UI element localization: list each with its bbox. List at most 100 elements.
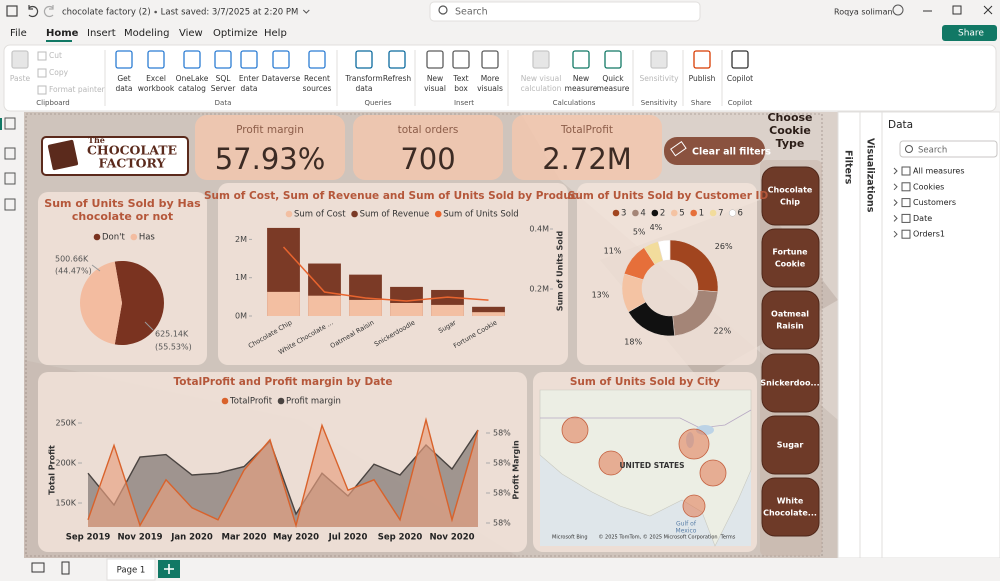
expand-chevron[interactable] (893, 167, 898, 175)
menu-tab[interactable]: Insert (87, 28, 116, 39)
ribbon-item-label[interactable]: sources (303, 84, 332, 93)
ribbon-item-label[interactable]: catalog (178, 84, 206, 93)
slicer-item[interactable] (761, 353, 820, 413)
ribbon-icon[interactable] (308, 50, 326, 69)
ribbon-icon[interactable] (272, 50, 290, 69)
slicer-item-label[interactable]: Raisin (776, 322, 804, 331)
view-icon[interactable] (4, 117, 16, 130)
clear-filters-label[interactable]: Clear all filters (692, 147, 771, 158)
slicer-item-label[interactable]: Oatmeal (771, 310, 809, 319)
ribbon-item-label[interactable]: measure (597, 84, 630, 93)
map-bubble[interactable] (678, 428, 710, 460)
expand-chevron[interactable] (893, 183, 898, 191)
slicer-item-label[interactable]: Cookie (775, 260, 806, 269)
ribbon-icon[interactable] (604, 50, 622, 69)
ribbon-icon[interactable] (115, 50, 133, 69)
ribbon-icon[interactable] (481, 50, 499, 69)
slicer-item-label[interactable]: Chocolate... (763, 509, 817, 518)
view-icon[interactable] (4, 147, 16, 160)
menu-tab[interactable]: View (179, 28, 203, 39)
ribbon-item-label[interactable]: OneLake (176, 74, 209, 83)
ribbon-small-icon[interactable] (37, 85, 47, 95)
slicer-item[interactable] (761, 166, 820, 226)
ribbon-item-label[interactable]: New visual (521, 74, 562, 83)
map-bubble[interactable] (699, 459, 727, 487)
ribbon-icon[interactable] (731, 50, 749, 69)
ribbon-item-label[interactable]: Paste (10, 74, 31, 83)
ribbon-item-label[interactable]: Text (452, 74, 468, 83)
ribbon-item-label[interactable]: Excel (146, 74, 166, 83)
ribbon-icon[interactable] (426, 50, 444, 69)
ribbon-icon[interactable] (572, 50, 590, 69)
ribbon-item-label[interactable]: Get (117, 74, 130, 83)
pane-label[interactable]: Visualizations (865, 138, 876, 213)
ribbon-item-label[interactable]: Enter (239, 74, 260, 83)
ribbon-item-label[interactable]: Quick (602, 74, 624, 83)
view-icon[interactable] (4, 198, 16, 211)
slicer-item-label[interactable]: Snickerdoo... (760, 379, 819, 388)
ribbon-item-label[interactable]: Publish (689, 74, 716, 83)
ribbon-icon[interactable] (147, 50, 165, 69)
clear-filters-button[interactable] (664, 137, 765, 165)
ribbon-item-label[interactable]: Server (211, 84, 237, 93)
ribbon-item-label[interactable]: calculation (521, 84, 562, 93)
slicer-item-label[interactable]: Chocolate (768, 186, 813, 195)
ribbon-item-label[interactable]: Copilot (727, 74, 753, 83)
desktop-view-icon[interactable] (31, 562, 45, 573)
menu-tab[interactable]: Optimize (213, 28, 258, 39)
ribbon-icon[interactable] (214, 50, 232, 69)
field-list-item[interactable]: Customers (913, 198, 956, 207)
ribbon-item-label[interactable]: Cut (49, 51, 62, 60)
expand-chevron[interactable] (893, 199, 898, 206)
slicer-item-label[interactable]: Chip (780, 198, 800, 207)
ribbon-item-label[interactable]: Recent (304, 74, 330, 83)
ribbon-item-label[interactable]: visuals (477, 84, 503, 93)
map-bubble[interactable] (598, 450, 624, 476)
ribbon-item-label[interactable]: SQL (216, 74, 232, 83)
ribbon-item-label[interactable]: Sensitivity (639, 74, 679, 83)
field-list-item[interactable]: Orders1 (913, 230, 945, 239)
slicer-item[interactable] (761, 415, 820, 475)
ribbon-item-label[interactable]: Refresh (383, 74, 412, 83)
expand-chevron[interactable] (893, 230, 898, 238)
ribbon-icon[interactable] (355, 50, 373, 69)
expand-chevron[interactable] (893, 215, 898, 222)
ribbon-icon[interactable] (532, 50, 550, 69)
field-list-item[interactable]: All measures (913, 167, 965, 176)
ribbon-item-label[interactable]: workbook (138, 84, 175, 93)
pane-label[interactable]: Filters (843, 150, 854, 185)
slicer-item[interactable] (761, 477, 820, 537)
ribbon-item-label[interactable]: data (241, 84, 258, 93)
mobile-view-icon[interactable] (61, 561, 70, 575)
field-list-item[interactable]: Cookies (913, 182, 944, 191)
ribbon-icon[interactable] (183, 50, 201, 69)
share-label[interactable]: Share (958, 29, 984, 39)
slicer-item-label[interactable]: Sugar (777, 441, 804, 450)
ribbon-item-label[interactable]: data (116, 84, 133, 93)
field-list-item[interactable]: Date (913, 214, 932, 223)
ribbon-item-label[interactable]: Transform (344, 74, 382, 83)
ribbon-item-label[interactable]: data (356, 84, 373, 93)
menu-tab[interactable]: File (10, 28, 27, 39)
ribbon-icon[interactable] (452, 50, 470, 69)
map-bubble[interactable] (682, 494, 706, 518)
ribbon-item-label[interactable]: New (573, 74, 589, 83)
ribbon-item-label[interactable]: Dataverse (262, 74, 301, 83)
slicer-item-label[interactable]: White (777, 497, 804, 506)
ribbon-icon[interactable] (693, 50, 711, 69)
ribbon-icon[interactable] (388, 50, 406, 69)
page-tab-label[interactable]: Page 1 (117, 566, 146, 576)
ribbon-small-icon[interactable] (37, 51, 47, 61)
ribbon-item-label[interactable]: box (454, 84, 468, 93)
slicer-item-label[interactable]: Fortune (772, 248, 808, 257)
slicer-item[interactable] (761, 228, 820, 288)
view-icon[interactable] (4, 172, 16, 185)
ribbon-item-label[interactable]: New (427, 74, 443, 83)
map-bubble[interactable] (561, 416, 589, 444)
ribbon-item-label[interactable]: Copy (49, 68, 69, 77)
menu-tab[interactable]: Help (264, 28, 287, 39)
ribbon-icon[interactable] (240, 50, 258, 69)
data-search[interactable] (899, 140, 998, 158)
ribbon-item-label[interactable]: measure (565, 84, 598, 93)
ribbon-item-label[interactable]: Format painter (49, 85, 106, 94)
